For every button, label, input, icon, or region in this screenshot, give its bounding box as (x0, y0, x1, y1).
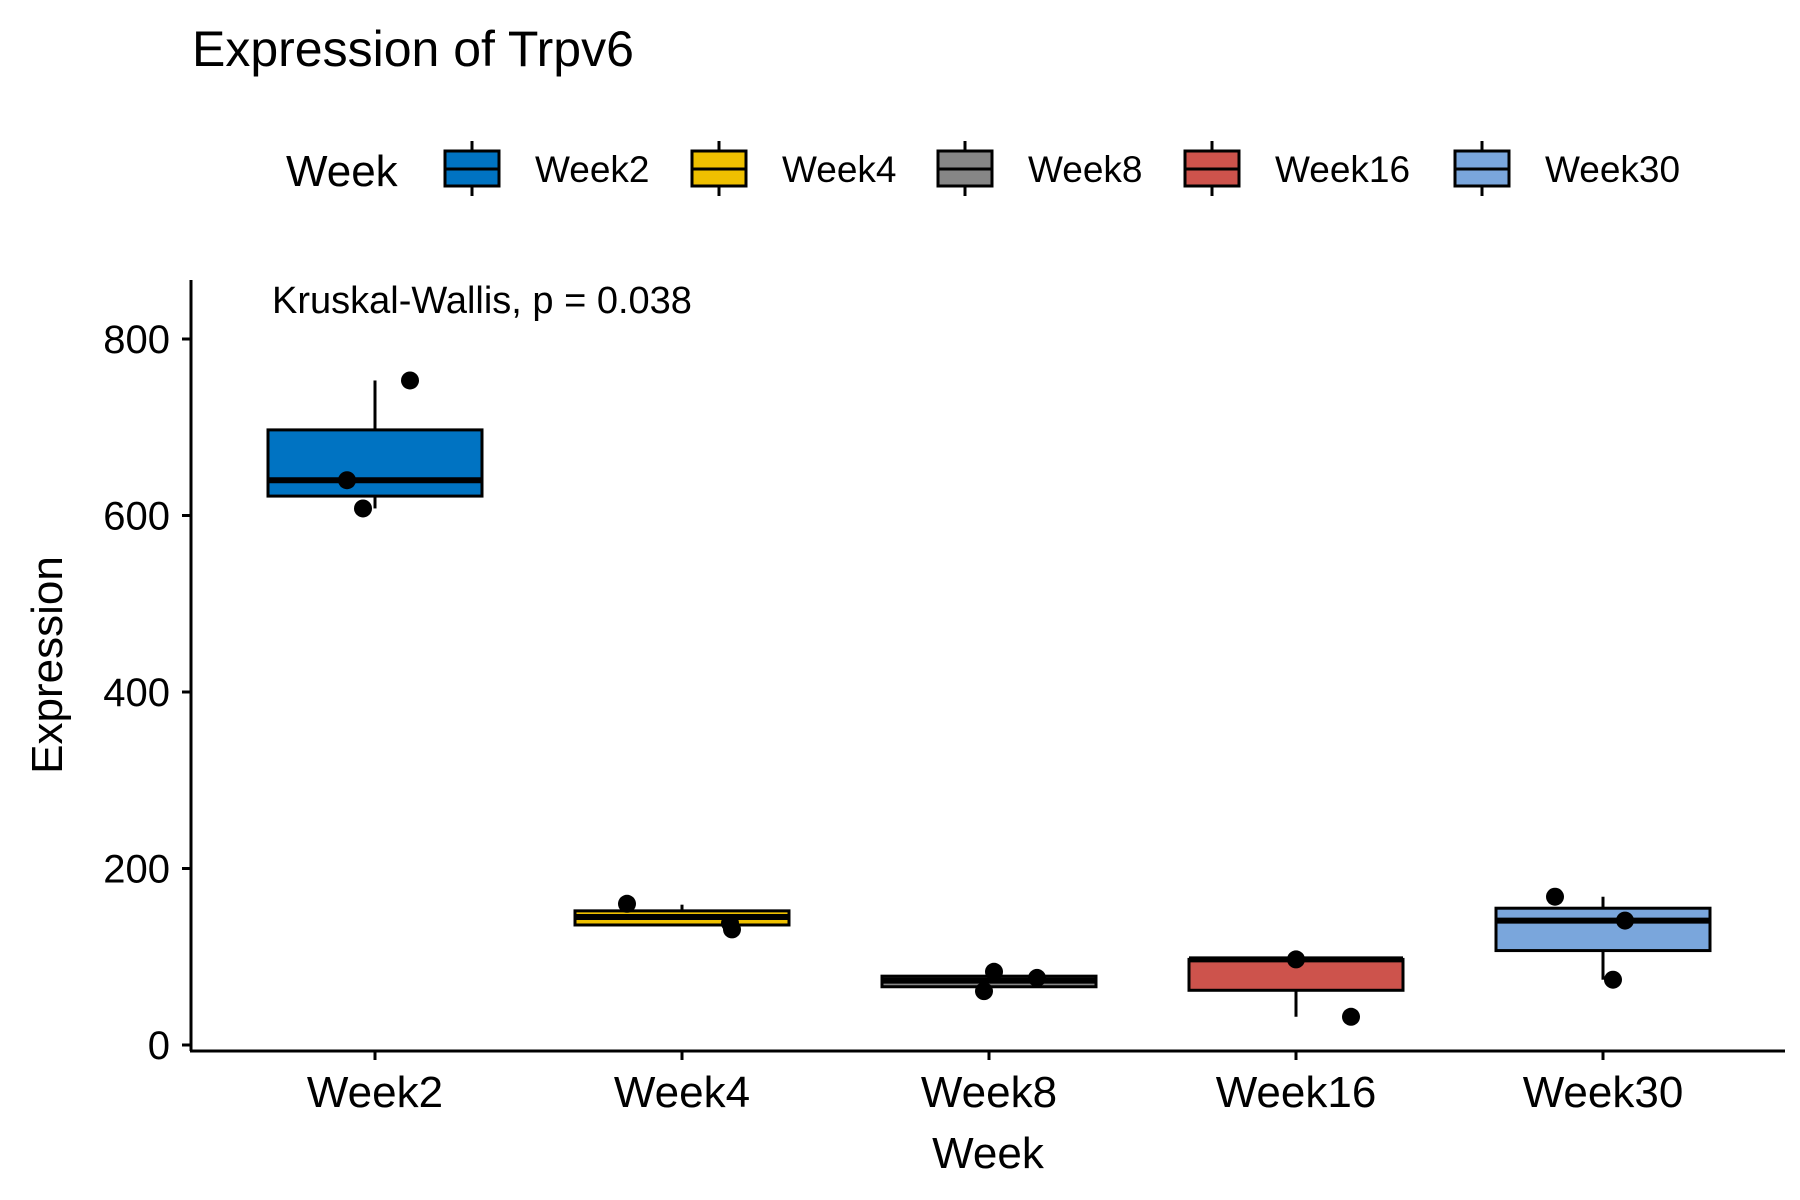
data-point (1342, 1007, 1360, 1026)
x-tick-label-week4: Week4 (614, 1068, 750, 1117)
legend-title: Week (286, 147, 399, 196)
legend-item-week30: Week30 (1453, 141, 1680, 196)
data-point (1028, 968, 1046, 987)
x-tick-label-week30: Week30 (1523, 1068, 1684, 1117)
legend-item-week16: Week16 (1183, 141, 1410, 196)
legend-item-week2: Week2 (443, 141, 650, 196)
data-point (618, 894, 636, 913)
box-week2 (266, 371, 484, 518)
y-tick-label: 200 (103, 848, 170, 892)
x-axis-label: Week (932, 1129, 1045, 1178)
legend-item-week8: Week8 (936, 141, 1143, 196)
data-point (1546, 887, 1564, 906)
chart-title: Expression of Trpv6 (192, 21, 634, 77)
kruskal-wallis-annotation: Kruskal-Wallis, p = 0.038 (272, 280, 692, 322)
x-axis-ticks: Week2 Week4 Week8 Week16 Week30 (307, 1051, 1683, 1117)
x-tick-label-week8: Week8 (921, 1068, 1057, 1117)
x-tick-label-week2: Week2 (307, 1068, 443, 1117)
legend-label: Week2 (535, 149, 650, 190)
data-point (1604, 970, 1622, 989)
data-point (975, 982, 993, 1001)
legend-item-week4: Week4 (690, 141, 897, 196)
box-body (266, 428, 484, 498)
legend: Week Week2 Week4 Week8 Week16 Week30 (286, 141, 1680, 196)
y-tick-label: 600 (103, 495, 170, 539)
y-axis-label: Expression (23, 556, 72, 774)
data-point (985, 962, 1003, 981)
data-point (1616, 911, 1634, 930)
legend-label: Week4 (782, 149, 897, 190)
y-tick-label: 800 (103, 318, 170, 362)
y-tick-label: 400 (103, 671, 170, 715)
data-point (338, 471, 356, 490)
data-point (354, 499, 372, 518)
box-week8 (880, 962, 1098, 1001)
y-axis-ticks: 0 200 400 600 800 (103, 318, 191, 1068)
box-week4 (573, 894, 791, 939)
data-point (401, 371, 419, 390)
legend-label: Week16 (1275, 149, 1410, 190)
legend-label: Week30 (1545, 149, 1680, 190)
x-tick-label-week16: Week16 (1216, 1068, 1377, 1117)
data-point (723, 920, 741, 939)
legend-label: Week8 (1028, 149, 1143, 190)
box-week30 (1494, 887, 1712, 989)
data-point (1287, 950, 1305, 969)
box-week16 (1187, 950, 1405, 1026)
plot-area (266, 371, 1712, 1026)
box-body (1494, 906, 1712, 953)
y-tick-label: 0 (148, 1024, 170, 1068)
